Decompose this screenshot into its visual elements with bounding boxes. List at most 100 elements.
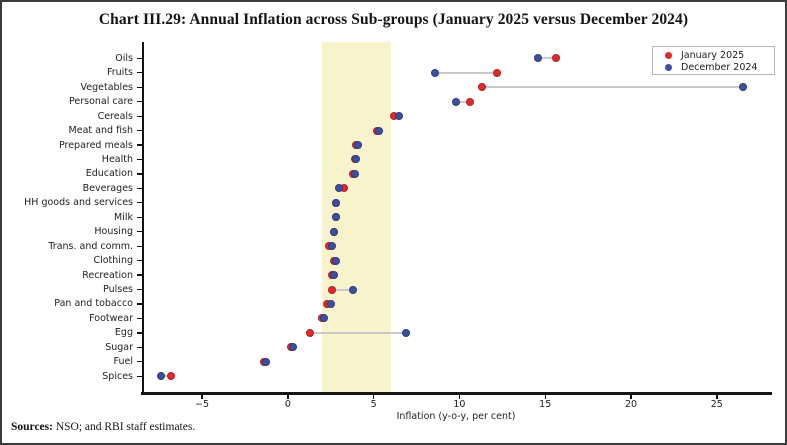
y-tick [137, 274, 142, 276]
y-tick [137, 115, 142, 117]
legend-label: December 2024 [681, 61, 758, 73]
december-dot [156, 372, 165, 381]
january-dot [551, 54, 560, 63]
connector-line [481, 86, 743, 89]
source-note: Sources: NSO; and RBI staff estimates. [11, 421, 195, 433]
connector-line [160, 375, 172, 378]
legend-entry-december: December 2024 [660, 62, 770, 74]
legend-entry-january: January 2025 [660, 50, 770, 62]
category-label: Egg [114, 327, 133, 339]
x-tick-label: 25 [710, 399, 723, 410]
y-tick [137, 346, 142, 348]
category-label: Spices [102, 370, 133, 382]
january-dot [493, 68, 502, 77]
category-label: Beverages [82, 182, 133, 194]
y-tick [137, 129, 142, 132]
january-dot [477, 83, 486, 92]
december-dot [319, 314, 328, 323]
x-tick-label: 0 [284, 399, 291, 410]
connector-line [332, 288, 354, 291]
y-axis-spine [142, 42, 144, 395]
december-dot [350, 169, 359, 178]
january-dot [328, 285, 337, 294]
x-tick-label: 15 [539, 399, 552, 410]
category-label: Personal care [69, 96, 133, 108]
december-dot [374, 126, 383, 135]
x-tick-label: −5 [195, 399, 210, 410]
y-tick [137, 72, 142, 74]
december-dot [452, 97, 460, 106]
december-dot [402, 328, 411, 337]
category-label: Health [101, 153, 133, 165]
december-dot [288, 343, 297, 352]
y-tick [137, 260, 142, 262]
source-note-label: Sources: [11, 421, 53, 433]
december-dot [331, 256, 340, 265]
category-label: Meat and fish [68, 125, 133, 137]
x-axis-spine [141, 392, 772, 395]
category-label: Milk [114, 211, 133, 223]
category-label: Prepared meals [58, 139, 133, 151]
december-dot [326, 299, 335, 308]
january-dot [306, 328, 315, 337]
x-axis-title: Inflation (y-o-y, per cent) [396, 411, 516, 422]
y-tick [137, 86, 142, 88]
category-label: Pulses [103, 284, 133, 295]
january-dot [167, 372, 176, 381]
y-tick [137, 202, 142, 204]
december-dot [354, 141, 363, 149]
y-tick [137, 245, 142, 247]
december-dot [335, 184, 344, 193]
source-note-text: NSO; and RBI staff estimates. [52, 421, 196, 433]
x-tick [287, 395, 289, 399]
legend-label: January 2025 [681, 50, 745, 62]
connector-line [456, 100, 470, 103]
category-label: Fruits [106, 67, 133, 79]
connector-line [538, 57, 556, 60]
category-label: Cereals [97, 110, 133, 122]
connector-line [310, 331, 407, 334]
y-tick [137, 158, 142, 161]
connector-line [435, 71, 498, 74]
category-label: Footwear [89, 312, 133, 324]
december-dot [431, 68, 440, 77]
december-dot [534, 54, 543, 63]
y-tick [137, 231, 142, 233]
category-label: Recreation [82, 269, 133, 281]
category-label: HH goods and services [24, 197, 133, 209]
december-dot [330, 271, 339, 280]
x-tick [373, 395, 375, 399]
legend: January 2025 December 2024 [652, 46, 775, 75]
y-tick [137, 173, 142, 175]
x-tick [458, 395, 461, 399]
x-tick [544, 395, 546, 399]
category-label: Sugar [105, 341, 133, 353]
y-tick [137, 101, 142, 103]
category-label: Fuel [113, 356, 133, 368]
x-tick [201, 395, 203, 399]
category-label: Education [85, 168, 133, 180]
x-tick-label: 20 [624, 399, 638, 410]
january-marker-icon [665, 52, 672, 60]
category-label: Vegetables [80, 81, 134, 93]
category-label: Clothing [93, 255, 133, 267]
december-dot [261, 357, 270, 366]
category-label: Trans. and comm. [48, 240, 133, 252]
y-tick [137, 57, 142, 59]
category-label: Oils [115, 52, 133, 64]
december-dot [352, 155, 361, 164]
december-dot [395, 112, 404, 121]
x-tick [630, 395, 632, 399]
y-tick [137, 216, 142, 218]
y-tick [137, 361, 142, 363]
y-tick [137, 303, 142, 305]
y-tick [137, 375, 142, 377]
y-tick [137, 317, 142, 320]
chart-title: Chart III.29: Annual Inflation across Su… [98, 11, 689, 28]
january-dot [465, 97, 474, 106]
december-dot [330, 227, 339, 236]
category-label: Housing [94, 226, 133, 238]
category-label: Pan and tobacco [54, 298, 133, 310]
december-dot [349, 285, 358, 294]
